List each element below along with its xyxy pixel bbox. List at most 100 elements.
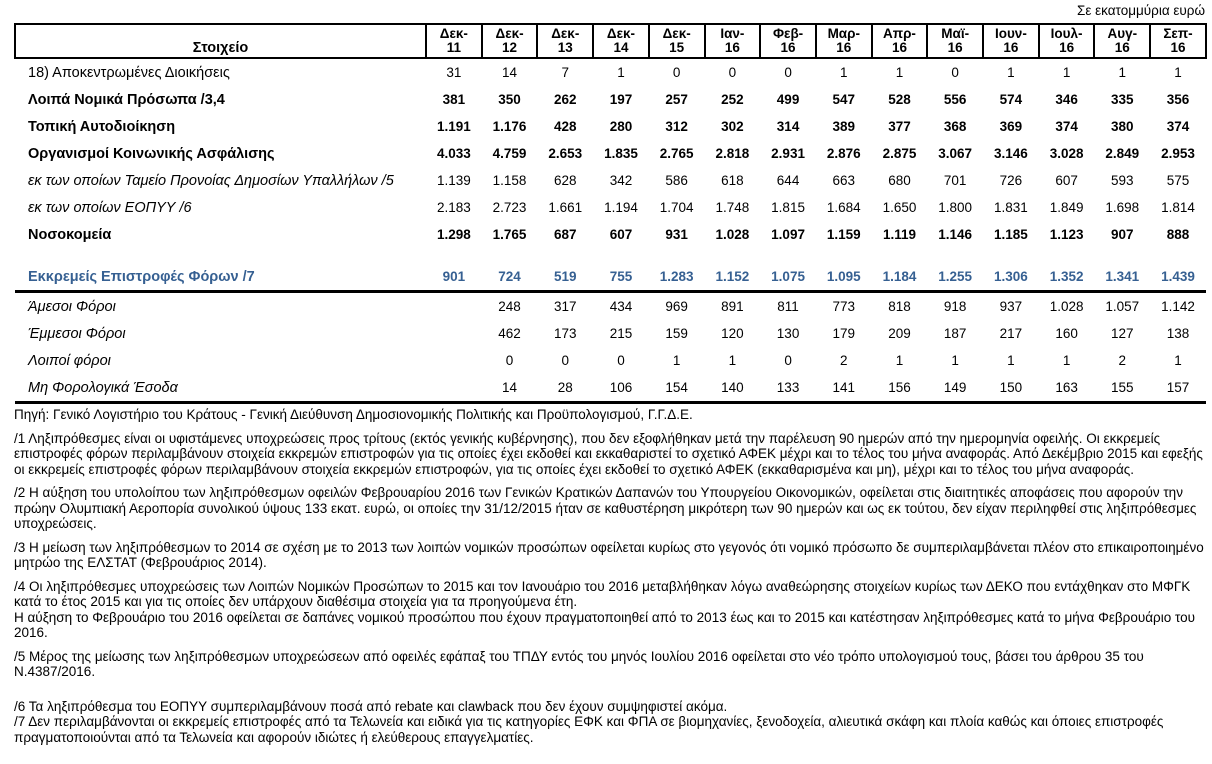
month-abbrev: Μαρ- — [827, 25, 860, 41]
column-header-month: Δεκ- 14 — [592, 23, 650, 59]
month-year: 16 — [724, 40, 740, 55]
cell-value: 312 — [665, 119, 688, 134]
footnote-line: /1 Ληξιπρόθεσμες είναι οι υφιστάμενες υπ… — [14, 430, 1203, 477]
cell-value: 1.158 — [492, 173, 527, 188]
cell-value: 31 — [446, 65, 462, 80]
cell-value: 369 — [999, 119, 1023, 134]
column-header-month: Ιουν- 16 — [982, 23, 1040, 59]
cell-value: 726 — [999, 173, 1023, 188]
cell-value: 2.931 — [771, 146, 805, 161]
month-abbrev: Δεκ- — [551, 25, 580, 41]
cell-value: 607 — [609, 227, 633, 242]
cell-value: 1.661 — [548, 200, 583, 215]
cell-value: 1.831 — [993, 200, 1028, 215]
cell-value: 0 — [951, 65, 959, 80]
table-row: 18) Αποκεντρωμένες Διοικήσεις 31 14 7 1 0 0 0 1 1… — [15, 58, 1206, 86]
cell-value: 1.815 — [771, 200, 805, 215]
column-header-month: Δεκ- 15 — [647, 23, 706, 59]
month-abbrev: Μαϊ- — [941, 25, 970, 41]
cell-value: 901 — [426, 248, 482, 293]
cell-value: 1.057 — [1105, 299, 1140, 314]
footnote: /1 Ληξιπρόθεσμες είναι οι υφιστάμενες υπ… — [14, 431, 1204, 478]
cell-value: 1.800 — [938, 200, 973, 215]
cell-value: 14 — [502, 65, 518, 80]
cell-value: 215 — [609, 326, 633, 341]
cell-value: 1 — [1174, 353, 1182, 368]
month-abbrev: Ιουλ- — [1050, 25, 1083, 41]
cell-value: 687 — [553, 227, 577, 242]
cell-value: 1 — [951, 353, 959, 368]
column-header-month: Ιουλ- 16 — [1037, 23, 1096, 59]
cell-value: 2.875 — [882, 146, 917, 161]
month-abbrev: Δεκ- — [495, 25, 524, 41]
cell-value: 381 — [442, 92, 466, 107]
cell-value: 342 — [609, 173, 633, 188]
footnote-line: /3 Η μείωση των ληξιπρόθεσμων το 2014 σε… — [14, 539, 1204, 571]
footnote: /3 Η μείωση των ληξιπρόθεσμων το 2014 σε… — [14, 540, 1204, 571]
month-abbrev: Ιουν- — [994, 25, 1027, 41]
cell-value: 1 — [1118, 65, 1127, 80]
cell-value: 262 — [553, 92, 577, 107]
cell-value: 106 — [593, 374, 649, 404]
row-label: 18) Αποκεντρωμένες Διοικήσεις — [28, 64, 230, 81]
footnote-line: /7 Δεν περιλαμβάνονται οι εκκρεμείς επισ… — [14, 714, 1164, 745]
cell-value: 969 — [665, 299, 688, 314]
footnote-line: Πηγή: Γενικό Λογιστήριο του Κράτους - Γε… — [14, 407, 693, 422]
cell-value: 1.765 — [492, 227, 527, 242]
table-row: Έμμεσοι Φόροι 462 173 215 159 120 130 179 209 187… — [15, 320, 1206, 347]
month-year: 11 — [446, 40, 461, 55]
cell-value: 773 — [832, 299, 856, 314]
cell-value: 156 — [871, 374, 928, 404]
cell-value: 1.835 — [604, 146, 638, 161]
cell-value: 374 — [1166, 119, 1190, 134]
column-header-month: Μαϊ- 16 — [926, 23, 985, 59]
row-label: Λοιποί φόροι — [28, 352, 111, 369]
table-row: Λοιποί φόροι 0 0 0 1 1 0 2 1 1 1 1 2 1 — [15, 347, 1206, 374]
cell-value: 257 — [665, 92, 688, 107]
cell-value: 0 — [728, 65, 737, 80]
cell-value: 1.119 — [882, 227, 916, 242]
cell-value — [426, 374, 482, 404]
cell-value: 4.033 — [436, 146, 471, 161]
table-row: Άμεσοι Φόροι 248 317 434 969 891 811 773 818 918 9… — [15, 292, 1206, 321]
column-header-month: Απρ- 16 — [870, 23, 929, 59]
footnote-line: Η αύξηση το Φεβρουάριο του 2016 οφείλετα… — [14, 609, 1195, 641]
cell-value: 14 — [481, 374, 538, 404]
cell-value: 593 — [1111, 173, 1134, 188]
cell-value: 547 — [832, 92, 856, 107]
cell-value: 755 — [593, 248, 649, 293]
footnote-line: /5 Μέρος της μείωσης των ληξιπρόθεσμων υ… — [14, 648, 1144, 680]
column-header-month: Σεπ- 16 — [1149, 23, 1207, 59]
row-label: Οργανισμοί Κοινωνικής Ασφάλισης — [28, 145, 275, 162]
cell-value: 499 — [776, 92, 800, 107]
cell-value: 0 — [784, 65, 792, 80]
footnote: /2 Η αύξηση του υπολοίπου των ληξιπρόθεσ… — [14, 485, 1204, 532]
cell-value: 1 — [728, 353, 737, 368]
month-abbrev: Φεβ- — [772, 25, 804, 41]
footnote: /4 Οι ληξιπρόθεσμες υποχρεώσεις των Λοιπ… — [14, 579, 1204, 641]
cell-value: 1.255 — [927, 248, 984, 293]
cell-value: 154 — [648, 374, 705, 404]
cell-value: 3.067 — [938, 146, 973, 161]
cell-value: 2.183 — [436, 200, 471, 215]
cell-value: 1.439 — [1150, 248, 1206, 293]
row-label: Εκκρεμείς Επιστροφές Φόρων /7 — [15, 248, 426, 293]
cell-value: 1 — [840, 65, 848, 80]
cell-value: 1 — [1062, 65, 1071, 80]
unit-note: Σε εκατομμύρια ευρώ — [1077, 3, 1205, 18]
cell-value: 1.095 — [815, 248, 872, 293]
table-row: εκ των οποίων Ταμείο Προνοίας Δημοσίων Υ… — [15, 167, 1206, 194]
footnotes: Πηγή: Γενικό Λογιστήριο του Κράτους - Γε… — [14, 407, 1204, 745]
month-year: 14 — [613, 40, 629, 55]
month-abbrev: Απρ- — [883, 25, 916, 41]
cell-value: 1.650 — [882, 200, 917, 215]
cell-value: 1.814 — [1161, 200, 1195, 215]
month-abbrev: Δεκ- — [439, 25, 468, 41]
cell-value: 575 — [1166, 173, 1190, 188]
month-year: 16 — [1059, 40, 1075, 55]
cell-value: 2.849 — [1105, 146, 1140, 161]
cell-value: 374 — [1055, 119, 1078, 134]
cell-value: 155 — [1094, 374, 1151, 404]
cell-value: 127 — [1111, 326, 1134, 341]
cell-value: 428 — [553, 119, 577, 134]
